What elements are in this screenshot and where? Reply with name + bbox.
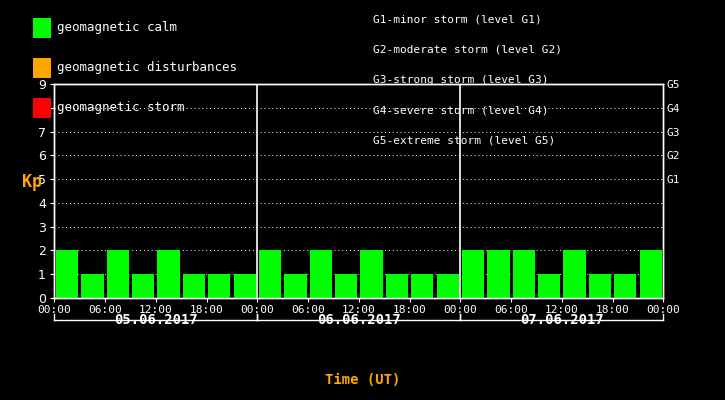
Bar (513, 250, 535, 298)
Text: 05.06.2017: 05.06.2017 (114, 313, 198, 327)
Bar (233, 274, 256, 298)
Bar (81, 274, 104, 298)
Text: G4-severe storm (level G4): G4-severe storm (level G4) (373, 105, 549, 115)
Text: 06.06.2017: 06.06.2017 (317, 313, 401, 327)
Bar (563, 250, 586, 298)
Bar (157, 250, 180, 298)
Bar (56, 250, 78, 298)
Bar (614, 274, 637, 298)
Bar (538, 274, 560, 298)
Bar (208, 274, 231, 298)
Bar (284, 274, 307, 298)
Bar (183, 274, 205, 298)
Bar (107, 250, 129, 298)
Bar (411, 274, 434, 298)
Bar (462, 250, 484, 298)
Text: G1-minor storm (level G1): G1-minor storm (level G1) (373, 14, 542, 24)
Bar (259, 250, 281, 298)
Text: geomagnetic storm: geomagnetic storm (57, 102, 184, 114)
Bar (589, 274, 611, 298)
Bar (335, 274, 357, 298)
Text: G2-moderate storm (level G2): G2-moderate storm (level G2) (373, 44, 563, 54)
Text: 07.06.2017: 07.06.2017 (520, 313, 604, 327)
Bar (386, 274, 408, 298)
Bar (487, 250, 510, 298)
Text: geomagnetic calm: geomagnetic calm (57, 22, 177, 34)
Text: geomagnetic disturbances: geomagnetic disturbances (57, 62, 236, 74)
Bar (639, 250, 662, 298)
Bar (360, 250, 383, 298)
Bar (132, 274, 154, 298)
Y-axis label: Kp: Kp (22, 173, 43, 191)
Bar (436, 274, 459, 298)
Text: G5-extreme storm (level G5): G5-extreme storm (level G5) (373, 136, 555, 146)
Text: G3-strong storm (level G3): G3-strong storm (level G3) (373, 75, 549, 85)
Text: Time (UT): Time (UT) (325, 373, 400, 387)
Bar (310, 250, 332, 298)
